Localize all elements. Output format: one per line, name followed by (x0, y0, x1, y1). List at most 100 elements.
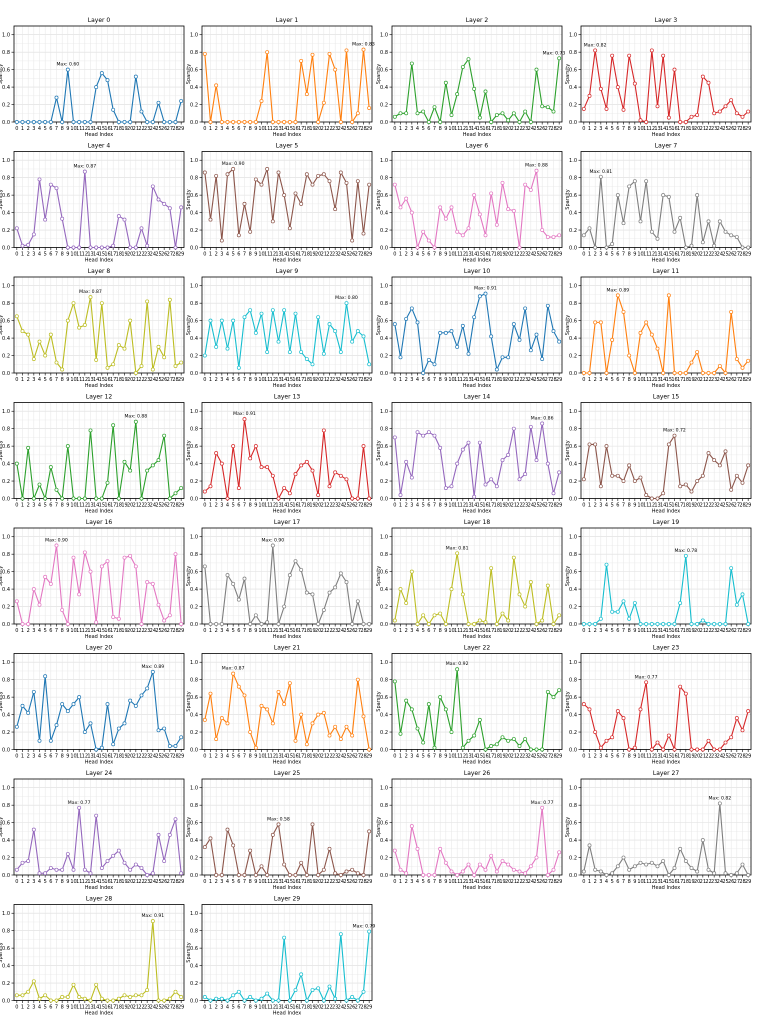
data-point (717, 109, 722, 114)
x-tick-label: 3 (32, 1005, 35, 1011)
data-point (82, 169, 87, 174)
x-tick-label: 28 (739, 252, 745, 258)
x-tick-label: 18 (494, 503, 500, 509)
data-point (37, 871, 42, 876)
y-tick-label: 0.6 (2, 67, 10, 73)
data-point (528, 864, 533, 869)
x-tick-label: 6 (616, 252, 619, 258)
x-tick-label: 10 (258, 879, 264, 885)
x-tick-label: 27 (167, 377, 173, 383)
x-tick-label: 19 (688, 879, 694, 885)
x-axis-label: Head Index (85, 509, 113, 515)
series-line (16, 171, 182, 249)
data-point (598, 745, 603, 750)
x-tick-label: 20 (505, 879, 511, 885)
x-tick-label: 10 (448, 126, 454, 132)
x-tick-label: 16 (482, 628, 488, 634)
data-point (202, 489, 207, 494)
x-tick-label: 23 (144, 754, 150, 760)
data-point (338, 350, 343, 355)
y-tick-label: 0.0 (569, 747, 577, 753)
x-axis-label: Head Index (463, 383, 491, 389)
data-point (404, 698, 409, 703)
data-point (14, 993, 19, 998)
data-point (438, 330, 443, 335)
x-tick-label: 19 (121, 503, 127, 509)
data-point (299, 350, 304, 355)
data-point (587, 226, 592, 231)
x-tick-label: 23 (144, 126, 150, 132)
subplot-layer-24: 0.00.20.40.60.81.00 1 2 3 4 5 6 7 8 9 10 11 12 13 14 15… (0, 770, 185, 891)
x-tick-label: 24 (717, 754, 723, 760)
data-point (14, 461, 19, 466)
data-point (116, 496, 121, 501)
x-tick-label: 26 (161, 754, 167, 760)
x-tick-label: 15 (477, 879, 483, 885)
x-tick-label: 14 (471, 126, 477, 132)
x-tick-label: 17 (488, 754, 494, 760)
x-tick-label: 9 (444, 628, 447, 634)
data-point (506, 618, 511, 623)
x-tick-label: 18 (683, 252, 689, 258)
x-tick-label: 10 (448, 503, 454, 509)
data-point (139, 622, 144, 626)
x-tick-label: 27 (167, 754, 173, 760)
data-point (214, 344, 219, 349)
data-point (94, 813, 99, 818)
y-tick-label: 0.0 (380, 873, 388, 879)
y-tick-label: 0.0 (380, 120, 388, 126)
x-tick-label: 3 (599, 126, 602, 132)
data-point (167, 297, 172, 302)
y-tick-label: 0.0 (2, 873, 10, 879)
x-tick-label: 28 (550, 252, 556, 258)
data-point (60, 496, 65, 501)
x-tick-label: 17 (488, 252, 494, 258)
x-tick-label: 25 (722, 879, 728, 885)
x-tick-label: 29 (366, 377, 372, 383)
data-point (506, 355, 511, 360)
data-point (225, 346, 230, 351)
data-point (43, 993, 48, 998)
max-annotation: Max: 0.90 (45, 537, 68, 543)
x-tick-label: 6 (237, 252, 240, 258)
data-point (712, 458, 717, 463)
x-tick-label: 6 (427, 754, 430, 760)
data-point (604, 106, 609, 111)
data-point (338, 170, 343, 175)
x-tick-label: 28 (739, 628, 745, 634)
x-tick-label: 9 (633, 879, 636, 885)
data-point (327, 322, 332, 327)
data-point (111, 742, 116, 747)
x-tick-label: 2 (215, 1005, 218, 1011)
x-tick-label: 3 (599, 252, 602, 258)
x-tick-label: 14 (93, 503, 99, 509)
x-tick-label: 9 (66, 503, 69, 509)
x-tick-label: 6 (237, 503, 240, 509)
data-point (593, 320, 598, 325)
data-point (717, 622, 722, 626)
x-tick-label: 9 (633, 377, 636, 383)
data-point (460, 745, 465, 750)
x-tick-label: 14 (660, 252, 666, 258)
x-tick-label: 23 (144, 879, 150, 885)
plot-frame (13, 25, 185, 123)
data-point (489, 477, 494, 482)
y-axis-label: Sparsity (565, 691, 571, 711)
x-tick-label: 20 (315, 503, 321, 509)
data-point (494, 367, 499, 372)
x-tick-label: 0 (582, 879, 585, 885)
y-tick-label: 0.4 (380, 336, 388, 342)
y-tick-label: 0.0 (569, 622, 577, 628)
max-annotation: Max: 0.77 (68, 800, 91, 806)
data-point (528, 580, 533, 585)
data-point (156, 100, 161, 105)
x-tick-label: 25 (343, 754, 349, 760)
data-point (14, 120, 19, 124)
data-point (122, 217, 127, 222)
x-tick-label: 4 (226, 628, 229, 634)
x-tick-label: 14 (281, 879, 287, 885)
series-line (394, 668, 560, 751)
x-tick-label: 11 (264, 754, 270, 760)
data-point (528, 187, 533, 192)
data-point (156, 998, 161, 1003)
